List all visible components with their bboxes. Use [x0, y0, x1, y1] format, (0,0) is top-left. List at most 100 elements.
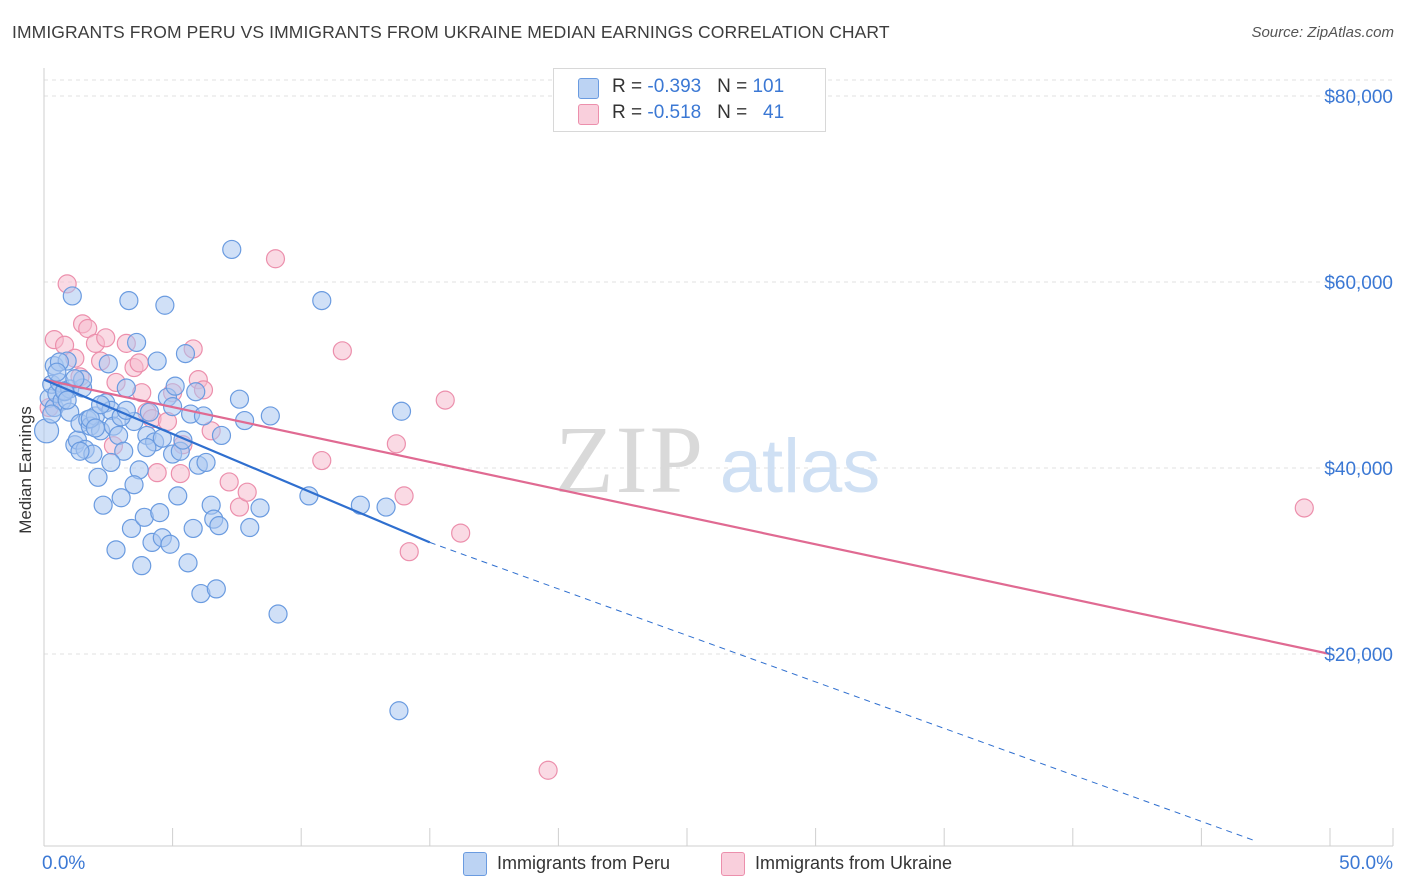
peru-point	[106, 540, 126, 560]
ukraine-point	[265, 249, 286, 269]
peru-point	[47, 362, 67, 382]
peru-n-value: 101	[752, 76, 785, 97]
peru-point	[183, 518, 203, 539]
ukraine-point	[78, 318, 98, 339]
bottom-peru-label: Immigrants from Peru	[497, 853, 671, 873]
peru-point	[85, 418, 106, 438]
peru-point	[124, 475, 144, 495]
tick-labels: $20,000 $40,000 $60,000 $80,000 0.0% 50.0%	[42, 87, 1393, 874]
peru-point	[211, 425, 232, 446]
peru-point	[98, 354, 118, 374]
ukraine-point	[451, 523, 471, 543]
ukraine-point	[435, 390, 455, 410]
grid-lines	[44, 79, 1393, 655]
peru-point	[389, 701, 409, 721]
ukraine-point	[229, 497, 250, 517]
peru-trendline	[43, 378, 431, 544]
peru-point	[155, 295, 175, 315]
peru-point	[196, 452, 216, 473]
peru-points	[33, 239, 412, 721]
peru-point	[376, 497, 396, 517]
watermark: ZIP atlas	[555, 406, 880, 513]
watermark-zip: ZIP	[555, 406, 705, 513]
x-tick-label-min: 0.0%	[42, 853, 85, 874]
peru-point	[116, 378, 136, 398]
peru-point	[88, 467, 108, 487]
ukraine-point	[147, 463, 167, 483]
peru-point	[160, 534, 180, 554]
peru-point	[250, 498, 270, 518]
trendlines	[43, 378, 1331, 841]
watermark-atlas: atlas	[720, 424, 881, 509]
axes	[43, 68, 1394, 847]
peru-point	[93, 495, 113, 515]
peru-point	[137, 437, 157, 458]
y-axis-label: Median Earnings	[16, 406, 35, 534]
peru-point	[139, 402, 160, 422]
peru-point	[165, 376, 185, 396]
ukraine-r-label: R =	[612, 102, 648, 123]
peru-point	[121, 518, 142, 539]
peru-point	[168, 486, 188, 506]
peru-point	[114, 441, 134, 461]
ukraine-point	[237, 482, 257, 502]
ukraine-point	[386, 434, 406, 454]
peru-point	[260, 406, 280, 426]
peru-swatch	[578, 78, 599, 99]
peru-point	[90, 395, 111, 415]
peru-point	[222, 239, 242, 260]
y-tick-label: $60,000	[1324, 273, 1393, 294]
peru-point	[126, 332, 147, 353]
stats-legend: R = -0.393 N = 101 R = -0.518 N = 41	[553, 68, 826, 132]
bottom-ukraine-swatch	[721, 852, 745, 876]
peru-point	[229, 389, 250, 409]
peru-n-label: N =	[717, 76, 753, 97]
peru-point	[240, 517, 260, 538]
bottom-peru-swatch	[463, 852, 487, 876]
peru-point	[209, 516, 229, 536]
peru-point	[70, 441, 90, 461]
peru-point	[175, 344, 196, 364]
ukraine-point	[219, 472, 239, 492]
peru-point	[111, 488, 131, 508]
peru-point	[268, 604, 288, 624]
peru-point	[178, 553, 198, 573]
peru-point	[65, 369, 85, 389]
ukraine-point	[332, 341, 352, 361]
y-tick-label: $40,000	[1324, 459, 1393, 480]
peru-trendline-extension	[429, 541, 1254, 841]
peru-point	[101, 452, 121, 473]
y-tick-label: $20,000	[1324, 645, 1393, 666]
ukraine-point	[394, 486, 414, 506]
ukraine-point	[399, 542, 419, 562]
y-tick-label: $80,000	[1324, 87, 1393, 108]
peru-point	[57, 390, 77, 410]
bottom-ukraine-label: Immigrants from Ukraine	[755, 853, 953, 873]
ukraine-swatch	[578, 104, 599, 125]
chart-title: IMMIGRANTS FROM PERU VS IMMIGRANTS FROM …	[12, 22, 890, 42]
ukraine-n-value: 41	[763, 102, 785, 123]
ukraine-point	[538, 760, 558, 780]
peru-r-value: -0.393	[647, 76, 702, 97]
peru-point	[62, 286, 82, 306]
peru-point	[132, 556, 152, 576]
ukraine-point	[1294, 498, 1314, 518]
peru-point	[119, 291, 139, 311]
legend-peru-text: R = -0.393 N = 101	[612, 76, 784, 98]
peru-point	[391, 401, 412, 421]
ukraine-point	[96, 328, 116, 348]
peru-point	[186, 382, 206, 402]
x-tick-label-max: 50.0%	[1339, 853, 1393, 874]
ukraine-point	[129, 353, 149, 373]
legend-ukraine-text: R = -0.518 N = 41	[612, 102, 784, 124]
peru-point	[147, 351, 167, 371]
ukraine-point	[170, 463, 190, 484]
source-label: Source: ZipAtlas.com	[1251, 24, 1394, 41]
peru-point	[42, 404, 62, 424]
peru-point	[206, 579, 226, 599]
peru-point	[312, 291, 332, 311]
ukraine-trendline	[43, 378, 1331, 656]
ukraine-point	[312, 450, 332, 471]
peru-r-label: R =	[612, 76, 648, 97]
